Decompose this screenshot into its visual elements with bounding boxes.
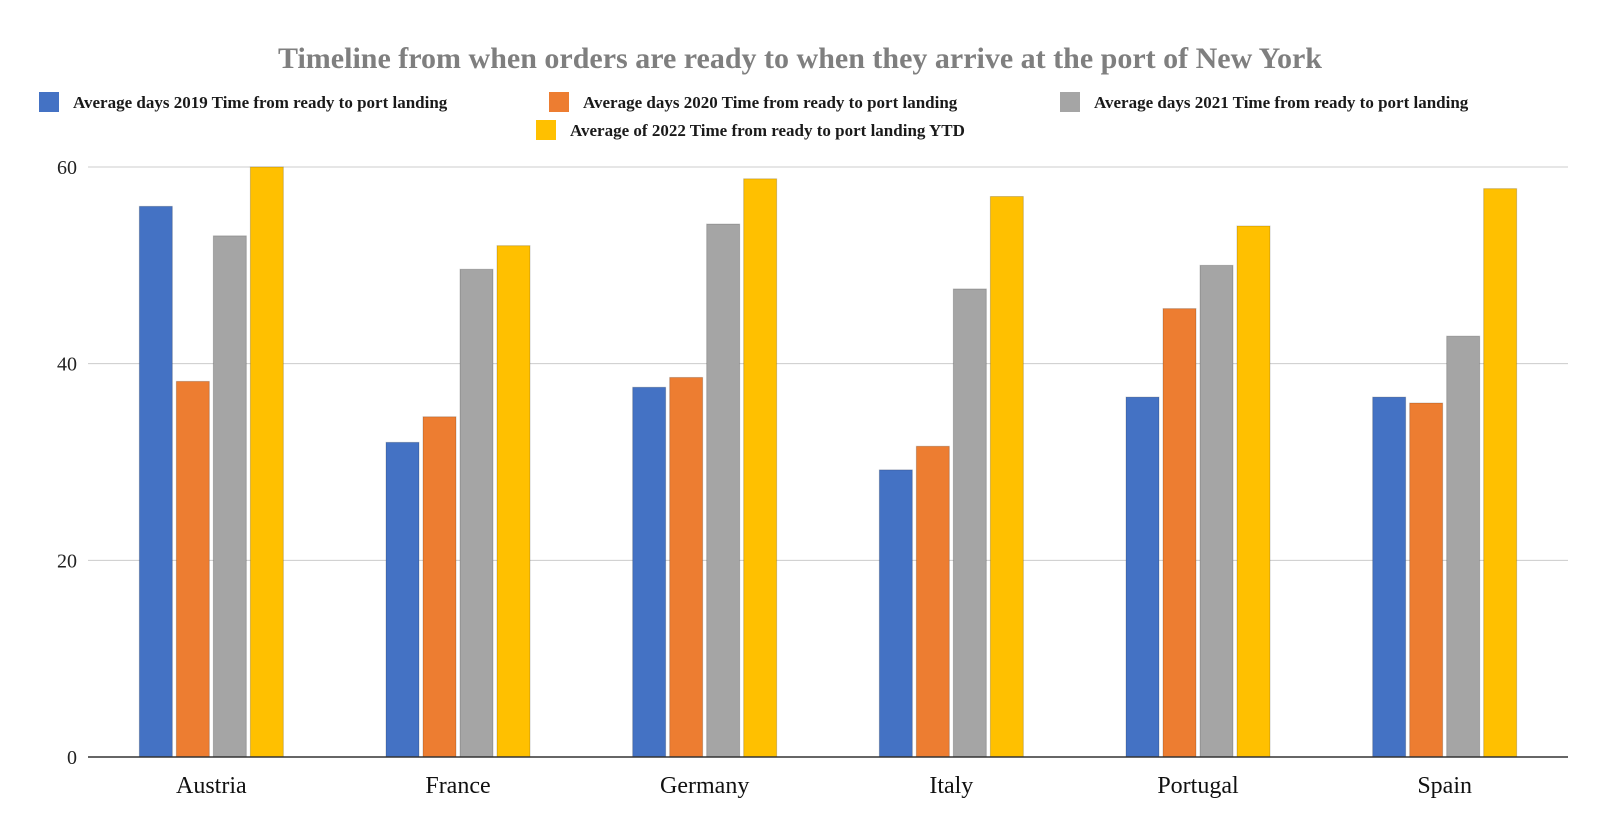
x-category-label-france: France	[425, 773, 490, 799]
bars	[138, 166, 1518, 758]
bar-spain-series-3	[1446, 335, 1481, 758]
bar-france-series-2	[422, 416, 457, 758]
x-category-label-italy: Italy	[929, 773, 973, 799]
y-tick-label-0: 0	[67, 747, 77, 769]
legend-label-2022: Average of 2022 Time from ready to port …	[570, 121, 965, 140]
x-category-label-portugal: Portugal	[1157, 773, 1239, 799]
bar-portugal-series-3	[1199, 264, 1234, 758]
bar-italy-series-1	[878, 469, 913, 758]
chart-title: Timeline from when orders are ready to w…	[278, 42, 1322, 75]
bar-portugal-series-2	[1162, 308, 1197, 758]
bar-germany-series-4	[743, 178, 778, 758]
bar-austria-series-4	[249, 166, 284, 758]
bar-portugal-series-1	[1125, 396, 1160, 758]
bar-germany-series-1	[632, 386, 667, 758]
bar-portugal-series-4	[1236, 225, 1271, 758]
bar-france-series-3	[459, 268, 494, 758]
legend: Average days 2019 Time from ready to por…	[39, 92, 1469, 140]
bar-france-series-1	[385, 441, 420, 758]
bar-spain-series-4	[1483, 188, 1518, 758]
x-category-label-spain: Spain	[1417, 773, 1472, 799]
bar-germany-series-2	[669, 376, 704, 758]
legend-label-2020: Average days 2020 Time from ready to por…	[583, 93, 958, 112]
bar-austria-series-1	[138, 205, 173, 758]
bar-spain-series-2	[1409, 402, 1444, 758]
legend-swatch-2020	[549, 92, 569, 112]
legend-swatch-2021	[1060, 92, 1080, 112]
legend-label-2021: Average days 2021 Time from ready to por…	[1094, 93, 1469, 112]
gridlines	[88, 166, 1568, 561]
legend-swatch-2019	[39, 92, 59, 112]
bar-spain-series-1	[1372, 396, 1407, 758]
bar-germany-series-3	[706, 223, 741, 758]
bar-france-series-4	[496, 245, 531, 758]
axis-labels: 0 20 40 60 Austria France Germany Italy Portugal…	[57, 157, 1472, 799]
bar-italy-series-3	[952, 288, 987, 758]
x-category-label-austria: Austria	[176, 773, 247, 799]
legend-swatch-2022	[536, 120, 556, 140]
x-category-label-germany: Germany	[660, 773, 749, 799]
bar-italy-series-4	[989, 196, 1024, 758]
legend-label-2019: Average days 2019 Time from ready to por…	[73, 93, 448, 112]
bar-austria-series-3	[212, 235, 247, 758]
y-tick-label-60: 60	[57, 157, 77, 179]
y-tick-label-40: 40	[57, 354, 77, 376]
y-tick-label-20: 20	[57, 550, 77, 572]
bar-italy-series-2	[915, 445, 950, 758]
bar-austria-series-2	[175, 380, 210, 758]
